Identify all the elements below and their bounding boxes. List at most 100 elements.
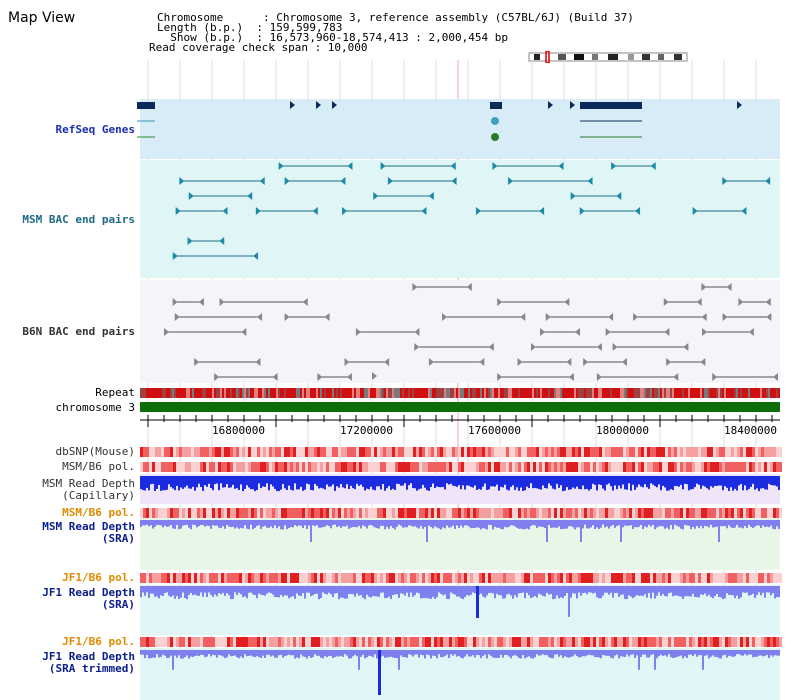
track-label-jf1-depth-trimmed[interactable]: JF1 Read Depth	[42, 650, 135, 663]
jf1-sra-depth	[506, 586, 508, 595]
repeat-segment	[326, 388, 328, 398]
dbsnp-segment	[365, 447, 368, 457]
chromosome-ideogram[interactable]	[528, 51, 690, 63]
pol-segment	[140, 508, 143, 518]
track-label-refseq-genes[interactable]: RefSeq Genes	[55, 123, 135, 136]
msm-cap-depth	[628, 476, 630, 484]
msm-sra-depth	[326, 520, 328, 526]
pol-segment	[272, 637, 275, 647]
ideogram-position-marker[interactable]	[545, 51, 550, 63]
track-label-chromosome[interactable]: chromosome 3	[55, 401, 135, 414]
pol-segment	[314, 637, 317, 647]
dbsnp-segment	[299, 447, 302, 457]
jf1-sra-depth	[488, 586, 490, 594]
msm-sra-depth	[282, 520, 284, 530]
jf1-sra-depth	[756, 586, 758, 596]
pol-segment	[542, 637, 545, 647]
msm-sra-depth	[578, 520, 580, 528]
track-label-msm-b6-pol-1[interactable]: MSM/B6 pol.	[62, 460, 135, 473]
jf1-trim-depth	[360, 650, 362, 657]
pol-segment	[359, 573, 362, 583]
msm-cap-depth	[248, 476, 250, 488]
msm-sra-depth	[362, 520, 364, 526]
pol-segment	[461, 508, 464, 518]
msm-cap-depth	[382, 476, 384, 484]
msm-cap-depth	[482, 476, 484, 487]
msm-cap-depth	[654, 476, 656, 487]
msm-cap-depth	[726, 476, 728, 488]
repeat-segment	[770, 388, 772, 398]
pol-segment	[701, 573, 704, 583]
msm-sra-depth	[670, 520, 672, 526]
jf1-sra-depth	[364, 586, 366, 600]
jf1-trim-depth	[230, 650, 232, 657]
pol-segment	[476, 508, 479, 518]
msm-cap-depth	[740, 476, 742, 484]
pol-segment	[758, 637, 761, 647]
pol-segment	[482, 462, 485, 472]
msm-cap-depth	[538, 476, 540, 490]
pol-segment	[263, 573, 266, 583]
pol-segment	[665, 462, 668, 472]
jf1-sra-depth	[442, 586, 444, 596]
refseq-gene	[491, 117, 499, 125]
track-label-jf1-depth-sra[interactable]: JF1 Read Depth	[42, 586, 135, 599]
jf1-trim-depth	[694, 650, 696, 655]
msm-sra-depth	[254, 520, 256, 528]
pol-segment	[380, 637, 383, 647]
track-label-msm-bac[interactable]: MSM BAC end pairs	[22, 213, 135, 226]
pol-segment	[215, 573, 218, 583]
jf1-sra-depth	[396, 586, 398, 595]
pol-segment	[698, 462, 701, 472]
pol-segment	[236, 573, 239, 583]
msm-sra-depth	[334, 520, 336, 525]
pol-segment	[233, 637, 236, 647]
track-label-jf1-b6-pol-2[interactable]: JF1/B6 pol.	[62, 635, 135, 648]
pol-segment	[530, 573, 533, 583]
msm-cap-depth	[246, 476, 248, 486]
msm-sra-depth	[768, 520, 770, 528]
pol-segment	[620, 573, 623, 583]
repeat-segment	[442, 388, 444, 398]
pol-segment	[656, 508, 659, 518]
dbsnp-segment	[548, 447, 551, 457]
msm-cap-depth	[154, 476, 156, 492]
jf1-trim-depth	[278, 650, 280, 656]
track-label-b6n-bac[interactable]: B6N BAC end pairs	[22, 325, 135, 338]
track-label-msm-depth-capillary[interactable]: MSM Read Depth	[42, 477, 135, 490]
pol-segment	[713, 462, 716, 472]
msm-cap-depth	[452, 476, 454, 486]
msm-sra-depth	[496, 520, 498, 528]
msm-sra-depth	[166, 520, 168, 527]
track-label-jf1-b6-pol-1[interactable]: JF1/B6 pol.	[62, 571, 135, 584]
jf1-trim-depth	[778, 650, 780, 656]
dbsnp-segment	[479, 447, 482, 457]
pol-segment	[404, 637, 407, 647]
msm-sra-depth	[536, 520, 538, 528]
msm-sra-depth	[196, 520, 198, 528]
pol-segment	[386, 462, 389, 472]
repeat-segment	[154, 388, 156, 398]
repeat-segment	[582, 388, 584, 398]
jf1-sra-depth	[762, 586, 764, 593]
track-label-repeat[interactable]: Repeat	[95, 386, 135, 399]
msm-cap-depth	[270, 476, 272, 485]
msm-bac-end	[741, 207, 747, 215]
track-label-dbsnp[interactable]: dbSNP(Mouse)	[55, 445, 135, 458]
repeat-segment	[542, 388, 544, 398]
track-label-msm-depth-sra[interactable]: MSM Read Depth	[42, 520, 135, 533]
dbsnp-segment	[461, 447, 464, 457]
msm-sra-depth	[222, 520, 224, 527]
dbsnp-segment	[164, 447, 167, 457]
jf1-trim-depth	[510, 650, 512, 659]
pol-segment	[611, 573, 614, 583]
jf1-trim-depth	[708, 650, 710, 659]
pol-segment	[614, 462, 617, 472]
repeat-segment	[142, 388, 144, 398]
dbsnp-segment	[737, 447, 740, 457]
track-label-msm-b6-pol-2[interactable]: MSM/B6 pol.	[62, 506, 135, 519]
repeat-segment	[568, 388, 570, 398]
msm-cap-depth	[490, 476, 492, 487]
pol-segment	[518, 637, 521, 647]
